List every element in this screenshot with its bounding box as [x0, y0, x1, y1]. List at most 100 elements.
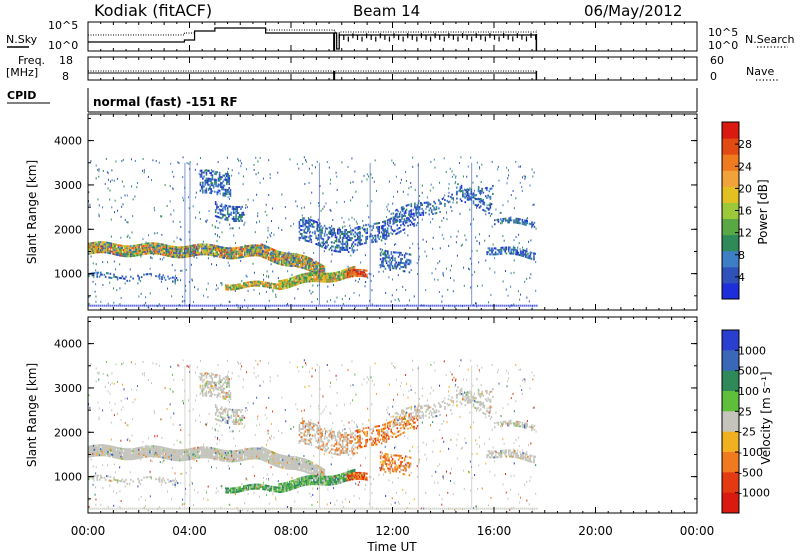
- power-ground: [448, 304, 450, 307]
- power-speckle: [131, 231, 133, 234]
- velocity-cell: [116, 452, 119, 455]
- power-cell: [357, 272, 360, 275]
- power-cell: [90, 248, 92, 251]
- power-cell: [277, 254, 279, 257]
- power-cell: [524, 255, 527, 258]
- power-speckle: [126, 220, 128, 223]
- power-cell: [392, 218, 395, 221]
- velocity-cell: [232, 458, 234, 461]
- power-cell: [301, 225, 303, 228]
- power-cell: [235, 283, 238, 286]
- power-speckle: [386, 205, 388, 208]
- power-speckle: [206, 288, 208, 291]
- power-speckle: [219, 236, 221, 239]
- velocity-cell: [102, 446, 104, 449]
- power-cell: [322, 276, 325, 279]
- velocity-cell: [172, 454, 174, 457]
- velocity-cell: [130, 454, 132, 457]
- velocity-cell: [186, 450, 188, 453]
- power-cell: [343, 246, 345, 249]
- power-cell: [489, 195, 492, 198]
- velocity-cell: [116, 448, 119, 451]
- power-cell: [389, 262, 392, 265]
- power-speckle: [454, 305, 456, 308]
- power-cell: [162, 274, 164, 277]
- power-cell: [158, 277, 161, 280]
- power-streak: [369, 162, 371, 305]
- power-cell: [335, 279, 338, 282]
- velocity-cell: [133, 457, 136, 460]
- power-cell: [309, 234, 312, 237]
- power-speckle: [408, 187, 410, 190]
- power-cell: [315, 276, 318, 279]
- power-cell: [252, 254, 254, 257]
- power-speckle: [449, 167, 451, 170]
- power-cell: [149, 246, 151, 249]
- power-cell: [175, 276, 178, 279]
- velocity-cell: [104, 452, 107, 455]
- power-cell: [428, 213, 431, 216]
- velocity-cell: [96, 452, 98, 455]
- power-cell: [233, 247, 235, 250]
- power-cell: [344, 276, 346, 279]
- power-cell: [298, 278, 301, 281]
- power-speckle: [443, 217, 445, 220]
- power-speckle: [92, 280, 94, 283]
- power-cell: [373, 222, 376, 225]
- power-ground: [232, 304, 234, 307]
- power-speckle: [188, 280, 190, 283]
- power-cell: [107, 272, 109, 275]
- power-cell: [384, 249, 387, 252]
- power-speckle: [356, 248, 358, 251]
- power-cell: [262, 281, 264, 284]
- power-cell: [96, 247, 98, 250]
- power-speckle: [245, 284, 247, 287]
- power-cell: [327, 274, 330, 277]
- velocity-cell: [164, 457, 167, 460]
- power-cell: [209, 245, 211, 248]
- power-cell: [124, 245, 126, 248]
- power-speckle: [344, 225, 346, 228]
- velocity-cell: [152, 455, 155, 458]
- power-cell: [250, 250, 252, 253]
- power-cell: [298, 254, 301, 257]
- velocity-cell: [259, 455, 262, 458]
- velocity-cell: [194, 449, 197, 452]
- power-speckle: [398, 299, 400, 302]
- power-cell: [507, 246, 510, 249]
- power-cell: [268, 282, 270, 285]
- velocity-cell: [115, 452, 118, 455]
- power-cell: [176, 248, 179, 251]
- velocity-cell: [125, 450, 127, 453]
- power-speckle: [126, 194, 128, 197]
- velocity-cell: [174, 457, 176, 460]
- power-cell: [307, 280, 309, 283]
- power-speckle: [172, 187, 174, 190]
- power-speckle: [161, 258, 163, 261]
- power-cell: [304, 280, 307, 283]
- power-cell: [240, 254, 242, 257]
- power-cell: [161, 249, 163, 252]
- power-cell: [344, 234, 346, 237]
- power-speckle: [252, 262, 254, 265]
- power-cell: [205, 179, 208, 182]
- power-cell: [484, 195, 487, 198]
- power-cell: [172, 251, 174, 254]
- power-speckle: [443, 237, 445, 240]
- power-cell: [167, 275, 169, 278]
- power-cell: [276, 254, 278, 257]
- power-speckle: [371, 303, 373, 306]
- power-ground: [364, 304, 366, 307]
- velocity-cell: [118, 449, 120, 452]
- power-cell: [232, 284, 234, 287]
- velocity-cell: [248, 457, 251, 460]
- power-cell: [526, 220, 528, 223]
- velocity-cell: [167, 451, 169, 454]
- power-cell: [394, 217, 396, 220]
- power-cell: [346, 272, 349, 275]
- power-cell: [455, 190, 458, 193]
- power-cell: [378, 222, 381, 225]
- power-ground: [500, 304, 502, 307]
- power-cell: [482, 202, 484, 205]
- power-cell: [210, 192, 213, 195]
